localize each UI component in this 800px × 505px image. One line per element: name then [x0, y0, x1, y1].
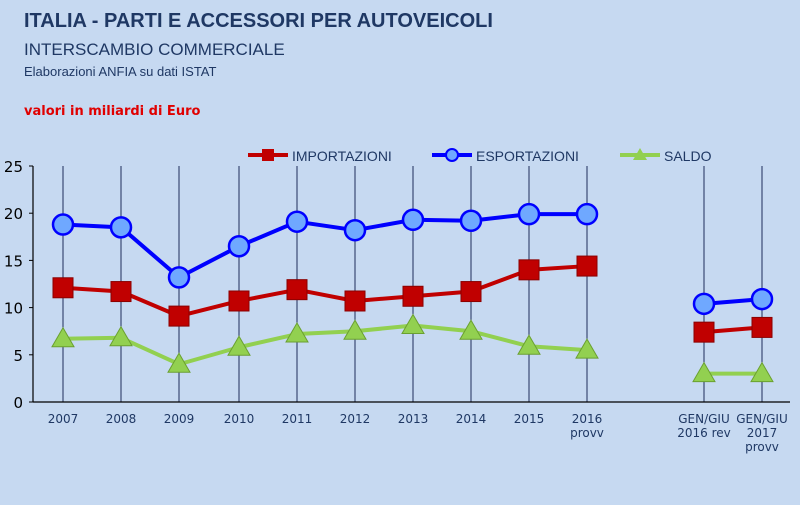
units-note: valori in miliardi di Euro: [24, 104, 201, 119]
x-tick-label-5: 2012: [340, 412, 371, 426]
point-importazioni-6: [402, 285, 424, 307]
y-tick-label-0: 0: [13, 394, 23, 412]
legend-marker-importazioni: [262, 149, 274, 161]
point-importazioni-7: [460, 281, 482, 303]
legend-label-importazioni: IMPORTAZIONI: [292, 148, 392, 164]
legend-label-esportazioni: ESPORTAZIONI: [476, 148, 579, 164]
point-importazioni-11: [751, 316, 773, 338]
x-tick-label-2: 2009: [164, 412, 195, 426]
point-saldo-11: [750, 361, 774, 383]
point-esportazioni-10: [692, 292, 716, 316]
x-tick-label-0: 2007: [48, 412, 79, 426]
y-tick-label-25: 25: [4, 158, 23, 176]
point-saldo-4: [285, 322, 309, 343]
point-saldo-6: [401, 313, 425, 335]
y-tick-label-5: 5: [13, 347, 23, 365]
x-tick-label-3: 2010: [224, 412, 255, 426]
series-line-importazioni-0: [62, 264, 588, 319]
x-tick-label-10: GEN/GIU: [678, 412, 730, 426]
point-saldo-0: [51, 326, 75, 348]
x-tick-label-11: GEN/GIU: [736, 412, 788, 426]
point-importazioni-1: [110, 281, 132, 303]
point-esportazioni-11: [750, 287, 774, 311]
series-line-esportazioni-0: [62, 212, 587, 280]
point-saldo-1: [109, 325, 133, 347]
point-esportazioni-5: [343, 218, 367, 242]
point-importazioni-2: [168, 305, 190, 327]
point-saldo-3: [227, 335, 251, 356]
legend-marker-saldo: [633, 148, 647, 160]
chart-title: ITALIA - PARTI E ACCESSORI PER AUTOVEICO…: [24, 10, 493, 32]
point-saldo-10: [692, 361, 716, 383]
y-tick-label-10: 10: [4, 300, 23, 318]
x-tick-label-11-2: provv: [745, 440, 779, 454]
y-tick-label-15: 15: [4, 252, 23, 270]
point-saldo-9: [575, 338, 599, 359]
point-esportazioni-3: [227, 234, 251, 258]
x-tick-label-6: 2013: [398, 412, 429, 426]
x-tick-label-10-1: 2016 rev: [677, 426, 731, 440]
point-importazioni-10: [693, 321, 715, 343]
point-esportazioni-8: [517, 202, 541, 226]
point-importazioni-9: [576, 255, 598, 277]
point-importazioni-3: [228, 290, 250, 312]
point-saldo-2: [167, 352, 191, 373]
x-tick-label-7: 2014: [456, 412, 487, 426]
chart-subtitle: INTERSCAMBIO COMMERCIALE: [24, 40, 285, 59]
x-tick-label-4: 2011: [282, 412, 313, 426]
legend-label-saldo: SALDO: [664, 148, 712, 164]
point-esportazioni-0: [51, 213, 75, 236]
x-tick-label-9-1: provv: [570, 426, 604, 440]
point-esportazioni-4: [285, 210, 309, 233]
point-importazioni-4: [286, 279, 308, 301]
point-importazioni-5: [344, 290, 366, 312]
x-tick-label-9: 2016: [572, 412, 603, 426]
point-importazioni-8: [518, 259, 540, 281]
point-esportazioni-7: [459, 209, 483, 233]
source-note: Elaborazioni ANFIA su dati ISTAT: [24, 64, 217, 79]
point-saldo-7: [459, 319, 483, 340]
point-importazioni-0: [52, 277, 74, 299]
point-esportazioni-1: [109, 216, 133, 239]
legend-marker-esportazioni: [445, 148, 459, 162]
point-saldo-5: [343, 319, 367, 340]
x-tick-label-11-1: 2017: [747, 426, 778, 440]
x-tick-label-8: 2015: [514, 412, 545, 426]
point-esportazioni-2: [167, 266, 191, 289]
point-esportazioni-9: [575, 202, 599, 226]
point-esportazioni-6: [401, 208, 425, 232]
point-saldo-8: [517, 334, 541, 355]
x-tick-label-1: 2008: [106, 412, 137, 426]
y-tick-label-20: 20: [4, 205, 23, 223]
series-line-saldo-0: [62, 323, 588, 367]
